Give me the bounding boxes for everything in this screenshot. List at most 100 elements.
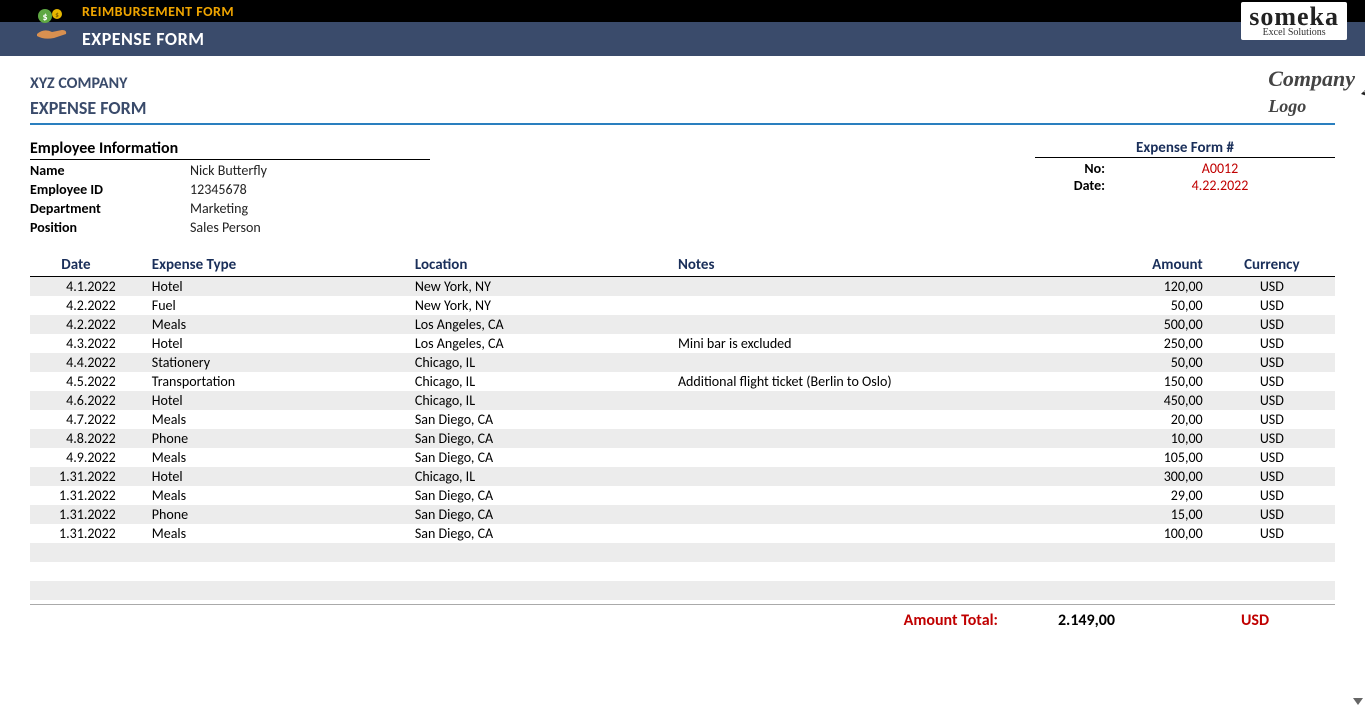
- cell-date[interactable]: 4.2.2022: [30, 296, 146, 315]
- emp-dept-value[interactable]: Marketing: [190, 200, 248, 217]
- table-row[interactable]: 4.5.2022TransportationChicago, ILAdditio…: [30, 372, 1335, 391]
- cell-type[interactable]: Phone: [146, 429, 409, 448]
- cell-currency[interactable]: USD: [1209, 334, 1335, 353]
- cell-currency[interactable]: USD: [1209, 448, 1335, 467]
- table-row-empty[interactable]: [30, 581, 1335, 600]
- cell-amount[interactable]: 300,00: [1082, 467, 1208, 486]
- cell-location[interactable]: San Diego, CA: [409, 429, 672, 448]
- cell-date[interactable]: 4.9.2022: [30, 448, 146, 467]
- cell-amount[interactable]: 50,00: [1082, 296, 1208, 315]
- emp-pos-value[interactable]: Sales Person: [190, 219, 261, 236]
- cell-date[interactable]: 4.6.2022: [30, 391, 146, 410]
- cell-date[interactable]: 4.8.2022: [30, 429, 146, 448]
- table-row[interactable]: 1.31.2022MealsSan Diego, CA 29,00USD: [30, 486, 1335, 505]
- cell-location[interactable]: Chicago, IL: [409, 467, 672, 486]
- cell-currency[interactable]: USD: [1209, 429, 1335, 448]
- table-row[interactable]: 4.7.2022MealsSan Diego, CA 20,00USD: [30, 410, 1335, 429]
- table-row[interactable]: 1.31.2022HotelChicago, IL300,00USD: [30, 467, 1335, 486]
- cell-notes[interactable]: [672, 410, 1082, 429]
- table-row[interactable]: 4.1.2022HotelNew York, NY 120,00USD: [30, 277, 1335, 297]
- cell-notes[interactable]: [672, 277, 1082, 297]
- cell-amount[interactable]: 250,00: [1082, 334, 1208, 353]
- table-row[interactable]: 1.31.2022MealsSan Diego, CA100,00USD: [30, 524, 1335, 543]
- cell-location[interactable]: Los Angeles, CA: [409, 334, 672, 353]
- cell-currency[interactable]: USD: [1209, 296, 1335, 315]
- cell-notes[interactable]: [672, 524, 1082, 543]
- cell-currency[interactable]: USD: [1209, 486, 1335, 505]
- table-row[interactable]: 4.2.2022FuelNew York, NY 50,00USD: [30, 296, 1335, 315]
- cell-location[interactable]: New York, NY: [409, 296, 672, 315]
- cell-notes[interactable]: [672, 467, 1082, 486]
- cell-amount[interactable]: 50,00: [1082, 353, 1208, 372]
- table-row-empty[interactable]: [30, 562, 1335, 581]
- cell-notes[interactable]: Mini bar is excluded: [672, 334, 1082, 353]
- cell-type[interactable]: Hotel: [146, 391, 409, 410]
- cell-notes[interactable]: [672, 505, 1082, 524]
- cell-currency[interactable]: USD: [1209, 524, 1335, 543]
- cell-location[interactable]: Chicago, IL: [409, 372, 672, 391]
- cell-type[interactable]: Hotel: [146, 467, 409, 486]
- emp-name-value[interactable]: Nick Butterfly: [190, 162, 267, 179]
- cell-currency[interactable]: USD: [1209, 315, 1335, 334]
- cell-notes[interactable]: [672, 448, 1082, 467]
- cell-type[interactable]: Transportation: [146, 372, 409, 391]
- cell-date[interactable]: 4.4.2022: [30, 353, 146, 372]
- cell-currency[interactable]: USD: [1209, 410, 1335, 429]
- cell-amount[interactable]: 500,00: [1082, 315, 1208, 334]
- table-row[interactable]: 4.4.2022StationeryChicago, IL50,00USD: [30, 353, 1335, 372]
- cell-date[interactable]: 1.31.2022: [30, 467, 146, 486]
- cell-notes[interactable]: [672, 429, 1082, 448]
- cell-location[interactable]: San Diego, CA: [409, 410, 672, 429]
- cell-amount[interactable]: 150,00: [1082, 372, 1208, 391]
- scroll-down-icon[interactable]: [1353, 698, 1363, 705]
- cell-date[interactable]: 4.2.2022: [30, 315, 146, 334]
- cell-date[interactable]: 4.3.2022: [30, 334, 146, 353]
- cell-amount[interactable]: 15,00: [1082, 505, 1208, 524]
- form-date-value[interactable]: 4.22.2022: [1105, 177, 1335, 194]
- table-row[interactable]: 4.8.2022PhoneSan Diego, CA 10,00USD: [30, 429, 1335, 448]
- cell-date[interactable]: 4.7.2022: [30, 410, 146, 429]
- cell-type[interactable]: Hotel: [146, 334, 409, 353]
- cell-amount[interactable]: 105,00: [1082, 448, 1208, 467]
- cell-location[interactable]: New York, NY: [409, 277, 672, 297]
- table-row[interactable]: 4.3.2022HotelLos Angeles, CAMini bar is …: [30, 334, 1335, 353]
- cell-location[interactable]: San Diego, CA: [409, 486, 672, 505]
- cell-type[interactable]: Meals: [146, 410, 409, 429]
- cell-currency[interactable]: USD: [1209, 505, 1335, 524]
- cell-notes[interactable]: Additional flight ticket (Berlin to Oslo…: [672, 372, 1082, 391]
- cell-currency[interactable]: USD: [1209, 391, 1335, 410]
- cell-location[interactable]: Chicago, IL: [409, 353, 672, 372]
- cell-type[interactable]: Meals: [146, 315, 409, 334]
- cell-currency[interactable]: USD: [1209, 277, 1335, 297]
- cell-notes[interactable]: [672, 315, 1082, 334]
- table-row[interactable]: 1.31.2022PhoneSan Diego, CA 15,00USD: [30, 505, 1335, 524]
- cell-type[interactable]: Meals: [146, 524, 409, 543]
- cell-type[interactable]: Fuel: [146, 296, 409, 315]
- cell-location[interactable]: Los Angeles, CA: [409, 315, 672, 334]
- cell-type[interactable]: Meals: [146, 486, 409, 505]
- cell-date[interactable]: 1.31.2022: [30, 486, 146, 505]
- cell-date[interactable]: 4.5.2022: [30, 372, 146, 391]
- cell-type[interactable]: Meals: [146, 448, 409, 467]
- cell-amount[interactable]: 29,00: [1082, 486, 1208, 505]
- table-row[interactable]: 4.2.2022MealsLos Angeles, CA 500,00USD: [30, 315, 1335, 334]
- cell-location[interactable]: San Diego, CA: [409, 505, 672, 524]
- cell-location[interactable]: San Diego, CA: [409, 448, 672, 467]
- cell-notes[interactable]: [672, 353, 1082, 372]
- cell-date[interactable]: 4.1.2022: [30, 277, 146, 297]
- table-row[interactable]: 4.9.2022MealsSan Diego, CA 105,00USD: [30, 448, 1335, 467]
- table-row[interactable]: 4.6.2022HotelChicago, IL 450,00USD: [30, 391, 1335, 410]
- cell-location[interactable]: Chicago, IL: [409, 391, 672, 410]
- cell-notes[interactable]: [672, 486, 1082, 505]
- cell-amount[interactable]: 20,00: [1082, 410, 1208, 429]
- cell-amount[interactable]: 10,00: [1082, 429, 1208, 448]
- cell-type[interactable]: Hotel: [146, 277, 409, 297]
- table-row-empty[interactable]: [30, 543, 1335, 562]
- cell-amount[interactable]: 450,00: [1082, 391, 1208, 410]
- form-no-value[interactable]: A0012: [1105, 160, 1335, 177]
- cell-type[interactable]: Phone: [146, 505, 409, 524]
- cell-amount[interactable]: 100,00: [1082, 524, 1208, 543]
- cell-date[interactable]: 1.31.2022: [30, 524, 146, 543]
- cell-amount[interactable]: 120,00: [1082, 277, 1208, 297]
- cell-date[interactable]: 1.31.2022: [30, 505, 146, 524]
